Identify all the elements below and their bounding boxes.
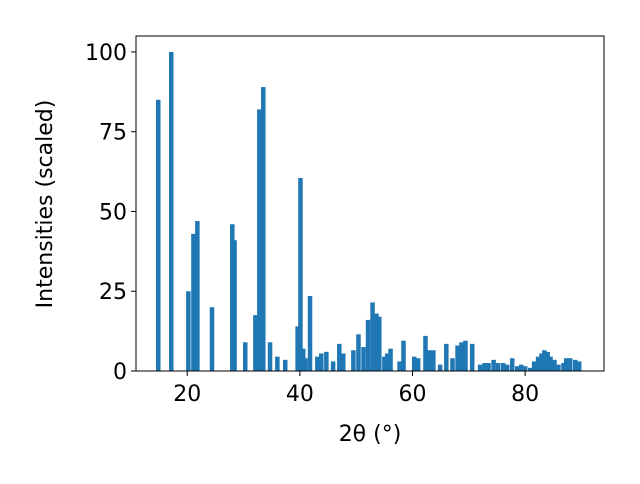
bar [518,364,524,371]
bar [504,364,510,371]
bar [482,363,487,371]
x-axis-label: 2θ (°) [339,422,402,447]
bar [437,364,443,371]
bar [431,350,436,371]
bar [397,361,402,371]
bar [324,351,329,371]
bar [459,342,464,371]
bar [564,358,569,371]
bar [567,358,573,371]
bar [542,350,547,371]
bar [561,363,566,371]
bar [573,359,578,371]
bar [261,87,266,372]
x-tick-label: 40 [286,382,314,407]
bar [319,353,324,371]
bar [455,345,460,371]
bar [191,233,196,371]
bar [548,356,553,371]
bar [552,359,557,371]
bar [444,343,449,371]
bar [382,356,387,371]
bar [450,358,455,371]
bar [515,366,520,371]
x-tick-label: 80 [511,382,539,407]
bar [535,356,541,371]
y-tick-label: 75 [99,121,127,146]
bar [500,363,506,371]
x-tick-label: 60 [399,382,427,407]
bar [253,315,258,371]
bar [337,343,342,371]
bar [351,350,356,371]
bar [267,342,273,371]
bar [556,364,561,371]
bar [370,302,375,371]
bar [384,353,390,371]
bar [186,291,191,371]
bar [295,326,300,371]
y-axis-label: Intensities (scaled) [33,100,58,309]
bar [365,319,371,371]
bar [298,177,303,371]
bar [374,313,379,371]
bar [509,358,515,371]
bar [388,348,393,371]
bar [340,353,346,371]
bar [303,358,308,371]
y-tick-label: 0 [113,360,127,385]
bar [361,347,366,371]
bar [232,240,237,371]
bar [576,361,582,371]
bar [307,296,313,371]
x-tick-label: 20 [173,382,201,407]
bar [169,51,174,371]
bar [539,353,544,371]
bar [423,335,428,371]
bar [257,109,262,371]
y-tick-label: 25 [99,280,127,305]
bar [209,307,215,371]
y-tick-label: 100 [85,41,127,66]
bar [243,342,248,371]
bar [469,343,475,371]
bar [377,316,382,371]
bar [427,350,432,371]
bar [495,363,501,371]
bar [195,221,200,371]
bar [415,358,421,371]
bar [401,340,406,371]
y-tick-label: 50 [99,200,127,225]
bar [491,359,496,371]
bar [155,99,161,372]
bar [282,359,288,371]
bar [486,363,491,371]
bar [522,366,528,371]
plot-frame [135,35,605,372]
bar [545,351,550,371]
bar [275,356,280,371]
bar [356,334,361,371]
bar [315,356,320,371]
bar [477,364,483,371]
bar [411,356,417,371]
bar [330,361,336,371]
bar [463,340,468,371]
bar [527,367,533,371]
bar [531,361,537,371]
